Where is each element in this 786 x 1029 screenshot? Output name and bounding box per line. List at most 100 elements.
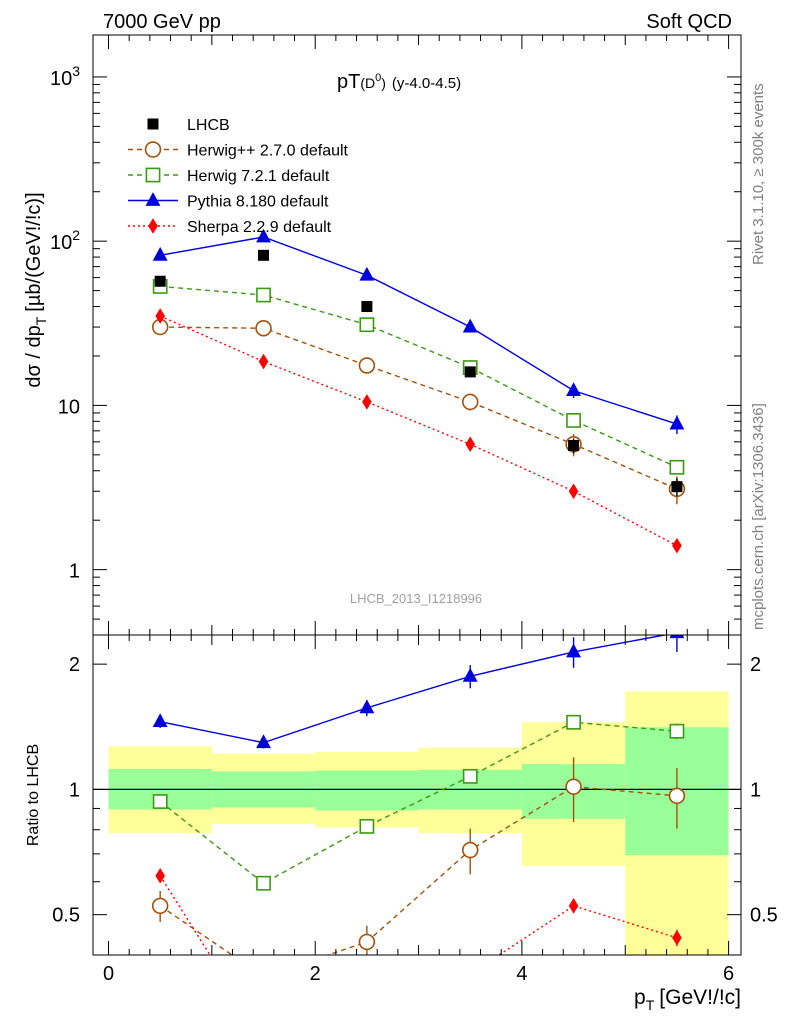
ratio-panel: 0 2 4 6 2 2 1 1 0.5 0.5 Ratio to LHCB pT [GeV!/!c] xyxy=(25,634,778,1013)
legend-marker-data xyxy=(147,118,159,130)
mcplots-label: mcplots.cern.ch [arXiv:1306.3436] xyxy=(750,403,767,630)
ratio-series-sherpa xyxy=(155,867,682,955)
plot-title-range: (y-4.0-4.5) xyxy=(392,75,461,92)
series-pythia xyxy=(152,228,685,434)
sherpa-point xyxy=(672,537,682,554)
ratio-ytick-label-right: 0.5 xyxy=(750,905,778,927)
data-point xyxy=(671,481,683,493)
pythia-point xyxy=(152,246,168,261)
data-point xyxy=(154,275,166,287)
process-label: Soft QCD xyxy=(646,11,732,33)
main-ytick-label: 103 xyxy=(50,63,80,90)
herwig7-point xyxy=(256,287,271,303)
pythia-line xyxy=(160,236,678,425)
ratio-series-pythia xyxy=(152,635,685,749)
plot-title-paren-close: ) xyxy=(381,75,386,91)
ratio-ylabel: Ratio to LHCB xyxy=(25,744,42,846)
sherpa-ratio-point xyxy=(672,929,682,946)
herwigpp-ratio-point xyxy=(668,787,686,805)
main-ytick-label-base: 10 xyxy=(50,232,72,254)
main-ylabel-units: [µb/(GeV!/!c)] xyxy=(23,192,45,311)
pythia-ratio-point xyxy=(359,699,375,714)
main-ytick-label: 102 xyxy=(50,227,80,254)
herwigpp-ratio-point xyxy=(358,933,376,951)
herwigpp-point xyxy=(461,393,479,411)
ratio-xtick-label: 0 xyxy=(103,963,114,985)
legend-label-sherpa: Sherpa 2.2.9 default xyxy=(187,219,332,236)
main-ylabel-text: dσ / dp xyxy=(23,325,45,387)
watermark-label: LHCB_2013_I1218996 xyxy=(350,591,482,606)
sherpa-ratio-point xyxy=(155,867,165,884)
legend-label-herwigpp: Herwig++ 2.7.0 default xyxy=(187,143,349,160)
plot-title-main: pT xyxy=(337,71,360,93)
sherpa-point xyxy=(362,394,372,410)
herwig7-ratio-point xyxy=(462,768,478,784)
herwigpp-point xyxy=(358,357,376,374)
energy-label: 7000 GeV pp xyxy=(103,11,221,33)
main-ytick-label-base: 10 xyxy=(50,68,72,90)
data-point xyxy=(568,439,580,451)
herwig7-ratio-point xyxy=(566,714,581,730)
series-sherpa xyxy=(155,308,682,554)
main-ytick-label: 1 xyxy=(69,561,80,583)
pythia-point xyxy=(669,415,685,430)
herwig7-ratio-point xyxy=(669,723,685,739)
xlabel: pT [GeV!/!c] xyxy=(634,986,741,1013)
sherpa-point xyxy=(155,308,165,324)
legend-marker-herwig7 xyxy=(145,167,161,183)
ratio-ytick-label: 0.5 xyxy=(52,905,80,927)
sherpa-ratio-line xyxy=(159,875,678,955)
ratio-frame xyxy=(92,634,742,956)
main-ylabel: dσ / dpT [µb/(GeV!/!c)] xyxy=(23,192,49,387)
ratio-series xyxy=(151,635,686,955)
ratio-ytick-label: 1 xyxy=(69,779,80,801)
herwig7-point xyxy=(566,413,581,428)
herwig7-ratio-point xyxy=(256,875,271,891)
sherpa-point xyxy=(568,483,579,500)
legend-label-data: LHCB xyxy=(187,117,230,134)
band-inner xyxy=(315,770,419,811)
data-point xyxy=(464,366,476,378)
legend-label-herwig7: Herwig 7.2.1 default xyxy=(187,168,330,185)
pythia-ratio-point xyxy=(256,734,271,749)
herwig7-ratio-point xyxy=(152,794,168,809)
ratio-ytick-label-right: 1 xyxy=(750,779,761,801)
pythia-ratio-line xyxy=(160,635,669,744)
herwigpp-ratio-point xyxy=(461,841,479,859)
xlabel-sub: T xyxy=(646,997,655,1013)
plot-title: pT(D0) (y-4.0-4.5) xyxy=(337,71,461,93)
series-herwig7 xyxy=(152,279,685,475)
data-point xyxy=(361,301,373,313)
legend-marker-pythia xyxy=(145,192,161,206)
herwig7-point xyxy=(669,459,685,475)
pythia-ratio-point xyxy=(566,643,582,658)
legend: LHCB Herwig++ 2.7.0 default Herwig 7.2.1 d… xyxy=(128,117,349,236)
main-ytick-label-exp: 2 xyxy=(72,227,80,243)
legend-label-pythia: Pythia 8.180 default xyxy=(187,194,329,211)
herwig7-line xyxy=(160,285,678,468)
sherpa-point xyxy=(258,353,269,370)
legend-marker-herwigpp xyxy=(144,141,162,158)
ratio-series-herwig7 xyxy=(152,714,685,891)
pythia-point xyxy=(359,266,375,281)
ratio-xtick-label: 6 xyxy=(723,963,734,985)
xlabel-p: p xyxy=(634,986,646,1009)
pythia-point xyxy=(566,382,582,397)
ratio-ytick-label-right: 2 xyxy=(750,654,761,676)
herwigpp-ratio-point xyxy=(151,897,169,915)
ratio-series-herwigpp xyxy=(151,757,686,955)
main-ytick-label-base: 1 xyxy=(69,561,80,583)
main-ylabel-sub: T xyxy=(33,316,49,325)
pythia-ratio-point xyxy=(669,635,685,639)
pythia-ratio-point xyxy=(152,713,168,728)
xlabel-units: [GeV!/!c] xyxy=(659,986,741,1009)
series-herwigpp xyxy=(151,318,686,505)
pythia-ratio-point xyxy=(462,667,478,682)
plot-title-paren: (D xyxy=(360,75,375,91)
ratio-xtick-label: 4 xyxy=(516,963,527,985)
main-ytick-label-base: 10 xyxy=(58,396,80,418)
herwig7-point xyxy=(359,317,375,333)
ratio-xtick-label: 2 xyxy=(310,963,321,985)
